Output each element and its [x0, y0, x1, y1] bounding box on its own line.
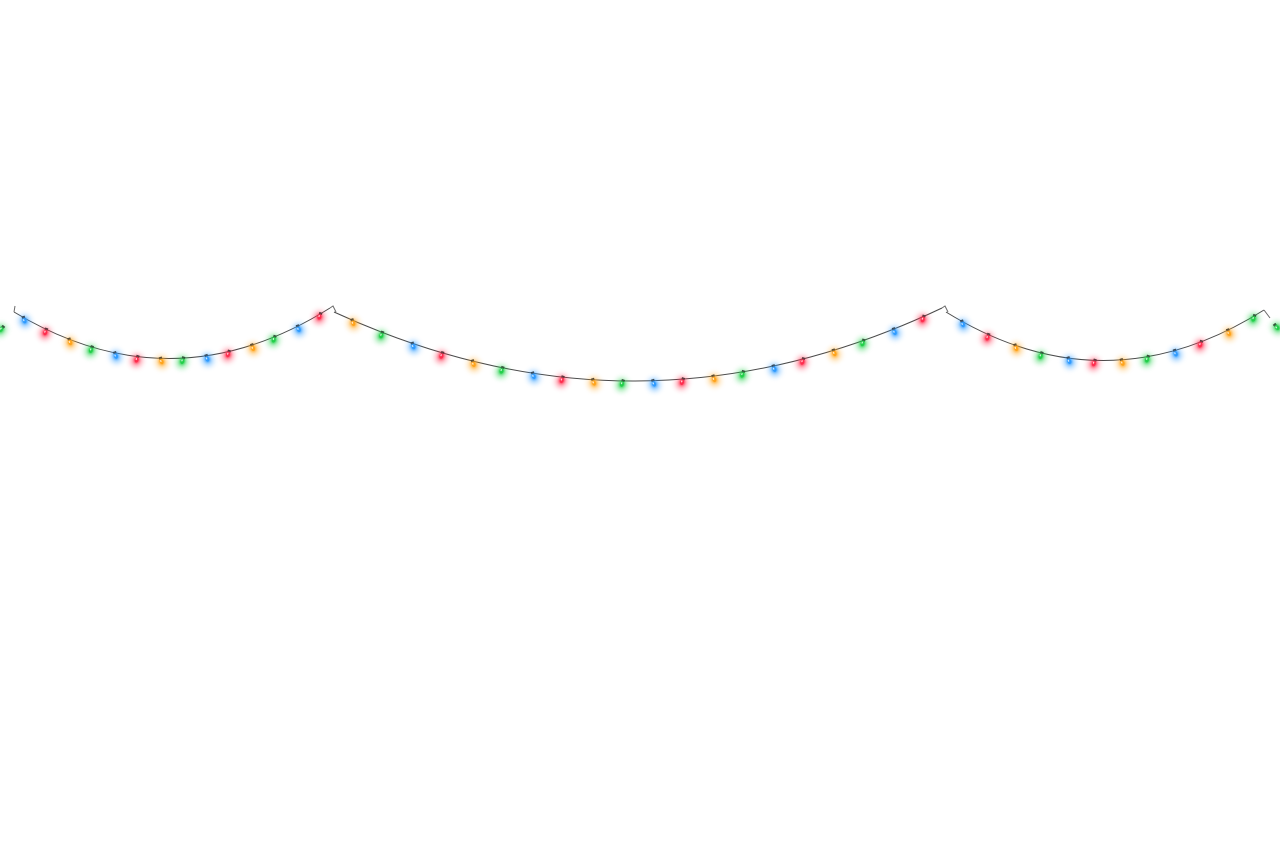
left-strand-bulb-13: [293, 323, 305, 337]
left-strand-bulb-12: [267, 334, 280, 347]
middle-strand-bulb-8: [555, 374, 568, 388]
middle-strand-bulb-5: [468, 358, 480, 372]
right-strand-bulb-8: [1141, 353, 1153, 367]
light-bulbs: [0, 311, 1280, 392]
middle-strand-bulb-19: [889, 326, 901, 340]
left-strand-bulb-14: [313, 311, 325, 325]
middle-strand-bulb-10: [616, 378, 628, 392]
middle-strand-bulb-7: [528, 370, 540, 384]
left-strand-bulb-2: [39, 326, 51, 340]
middle-strand-wire: [333, 307, 943, 382]
edge-bulb-left: [0, 323, 7, 337]
middle-strand-bulb-3: [408, 340, 420, 354]
left-strand-bulb-6: [130, 354, 143, 367]
left-strand-bulb-11: [247, 342, 259, 356]
left-strand-bulb-9: [201, 353, 214, 367]
edge-bulb-right: [1271, 321, 1280, 335]
middle-strand-bulb-17: [829, 347, 841, 361]
middle-strand-bulb-6: [495, 365, 507, 379]
left-strand-bulb-1: [19, 314, 31, 328]
middle-strand-bulb-14: [736, 369, 748, 383]
middle-strand-bulb-13: [708, 373, 721, 387]
left-strand-bulb-3: [64, 336, 77, 350]
middle-strand-bulb-20: [916, 313, 929, 327]
left-strand-bulb-5: [110, 350, 122, 364]
middle-strand-bulb-2: [375, 329, 387, 343]
hook-junction-1: [329, 305, 337, 313]
left-strand-bulb-4: [85, 344, 97, 358]
middle-strand-bulb-9: [588, 377, 600, 390]
right-strand-bulb-10: [1194, 339, 1206, 352]
right-strand-bulb-5: [1063, 355, 1076, 369]
middle-strand-bulb-12: [676, 376, 688, 390]
hook-left: [13, 305, 16, 313]
right-strand-bulb-1: [957, 318, 969, 332]
left-strand-bulb-7: [156, 355, 168, 369]
left-strand-bulb-8: [176, 355, 188, 369]
middle-strand-bulb-18: [856, 337, 868, 351]
middle-strand-bulb-11: [648, 378, 660, 391]
middle-strand-bulb-16: [796, 356, 808, 370]
right-strand-bulb-11: [1223, 327, 1235, 341]
right-strand-bulb-9: [1170, 347, 1182, 361]
right-strand-bulb-3: [1010, 342, 1022, 356]
hook-right: [1263, 309, 1271, 319]
hook-junction-2: [941, 305, 949, 313]
left-strand-bulb-10: [222, 348, 234, 362]
middle-strand-bulb-1: [347, 317, 360, 331]
right-strand-bulb-2: [981, 332, 993, 345]
right-strand-bulb-7: [1117, 357, 1129, 371]
right-strand-bulb-4: [1034, 350, 1047, 364]
left-strand-wire: [13, 307, 331, 359]
right-strand-bulb-12: [1247, 313, 1259, 327]
right-strand-bulb-6: [1088, 357, 1100, 371]
middle-strand-bulb-15: [769, 363, 781, 377]
middle-strand-bulb-4: [435, 350, 447, 364]
